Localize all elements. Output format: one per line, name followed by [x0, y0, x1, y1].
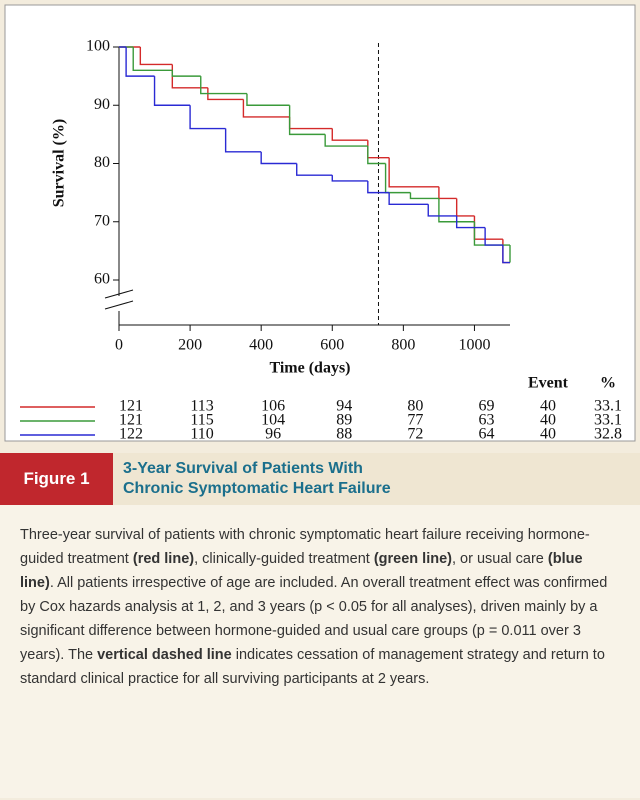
- survival-step: [331, 128, 368, 141]
- at-risk-count: 104: [261, 412, 285, 429]
- at-risk-count: 89: [336, 412, 352, 429]
- survival-step: [132, 47, 173, 71]
- survival-step: [324, 134, 368, 147]
- y-tick-label: 60: [94, 271, 110, 288]
- at-risk-count: 110: [190, 426, 213, 443]
- survival-step: [367, 146, 386, 165]
- at-risk-count: 115: [190, 412, 213, 429]
- at-risk-count: 88: [336, 426, 352, 443]
- x-tick-label: 1000: [458, 337, 490, 354]
- survival-step: [388, 157, 439, 188]
- survival-step: [224, 128, 262, 153]
- event-percent: 33.1: [594, 412, 622, 429]
- survival-step: [388, 192, 429, 205]
- survival-step: [153, 76, 191, 106]
- caption-text: Three-year survival of patients with chr…: [20, 527, 590, 567]
- figure-title: 3-Year Survival of Patients With Chronic…: [123, 459, 391, 499]
- at-risk-count: 106: [261, 398, 285, 415]
- event-header: Event: [528, 375, 569, 392]
- figure-header: Figure 1 3-Year Survival of Patients Wit…: [0, 453, 640, 505]
- survival-step: [139, 47, 173, 66]
- event-count: 40: [540, 426, 556, 443]
- at-risk-count: 122: [119, 426, 143, 443]
- at-risk-count: 80: [407, 398, 423, 415]
- x-tick-label: 600: [320, 337, 344, 354]
- at-risk-count: 72: [407, 426, 423, 443]
- survival-step: [502, 245, 510, 264]
- survival-step: [288, 105, 326, 136]
- y-tick-label: 90: [94, 96, 110, 113]
- survival-step: [296, 163, 333, 176]
- title-line: Chronic Symptomatic Heart Failure: [123, 480, 391, 497]
- chart: Survival (%) Time (days) Event % 60 70 80 9…: [4, 4, 636, 443]
- y-tick-label: 100: [86, 38, 110, 55]
- x-tick-label: 200: [178, 337, 202, 354]
- survival-step: [367, 180, 390, 194]
- at-risk-count: 63: [478, 412, 494, 429]
- figure-caption: Three-year survival of patients with chr…: [0, 505, 640, 798]
- event-percent: 33.1: [594, 398, 622, 415]
- survival-step: [331, 175, 368, 182]
- at-risk-count: 113: [190, 398, 213, 415]
- caption-text: (green line): [373, 551, 452, 567]
- survival-step: [200, 76, 247, 95]
- title-line: 3-Year Survival of Patients With: [123, 460, 363, 477]
- x-axis-label: Time (days): [269, 360, 350, 377]
- y-axis-label: Survival (%): [51, 119, 68, 207]
- survival-step: [242, 99, 290, 118]
- caption-text: (red line): [132, 551, 195, 567]
- x-tick-label: 0: [115, 337, 123, 354]
- caption-text: indicates cessation of management strate…: [20, 647, 605, 687]
- caption-text: , clinically-guided treatment: [194, 551, 374, 567]
- x-tick-label: 400: [249, 337, 273, 354]
- event-percent: 32.8: [594, 426, 622, 443]
- caption-text: , or usual care: [451, 551, 548, 567]
- survival-step: [409, 192, 439, 200]
- survival-step: [484, 227, 503, 246]
- survival-step: [455, 215, 486, 229]
- chart-panel: [4, 4, 636, 442]
- axis-break: [104, 289, 134, 299]
- y-tick-label: 70: [94, 212, 110, 229]
- x-tick-label: 800: [391, 337, 415, 354]
- caption-text: vertical dashed line: [97, 647, 232, 663]
- caption-text: . All patients irrespective of age are i…: [20, 575, 608, 663]
- event-count: 40: [540, 398, 556, 415]
- survival-step: [189, 105, 226, 130]
- at-risk-count: 69: [478, 398, 494, 415]
- survival-step: [171, 70, 201, 77]
- at-risk-count: 64: [478, 426, 494, 443]
- survival-step: [427, 204, 457, 217]
- at-risk-count: 121: [119, 412, 143, 429]
- at-risk-count: 121: [119, 398, 143, 415]
- percent-header: %: [600, 375, 616, 392]
- at-risk-count: 77: [407, 412, 423, 429]
- survival-step: [438, 198, 475, 223]
- survival-step: [246, 93, 290, 106]
- y-tick-label: 80: [94, 154, 110, 171]
- survival-step: [125, 47, 155, 77]
- at-risk-count: 94: [336, 398, 352, 415]
- at-risk-count: 96: [265, 426, 281, 443]
- axis-break: [104, 300, 134, 310]
- event-count: 40: [540, 412, 556, 429]
- survival-step: [207, 87, 244, 101]
- survival-step: [260, 151, 297, 165]
- figure-label: Figure 1: [0, 453, 113, 505]
- caption-text: (blue line): [20, 551, 583, 591]
